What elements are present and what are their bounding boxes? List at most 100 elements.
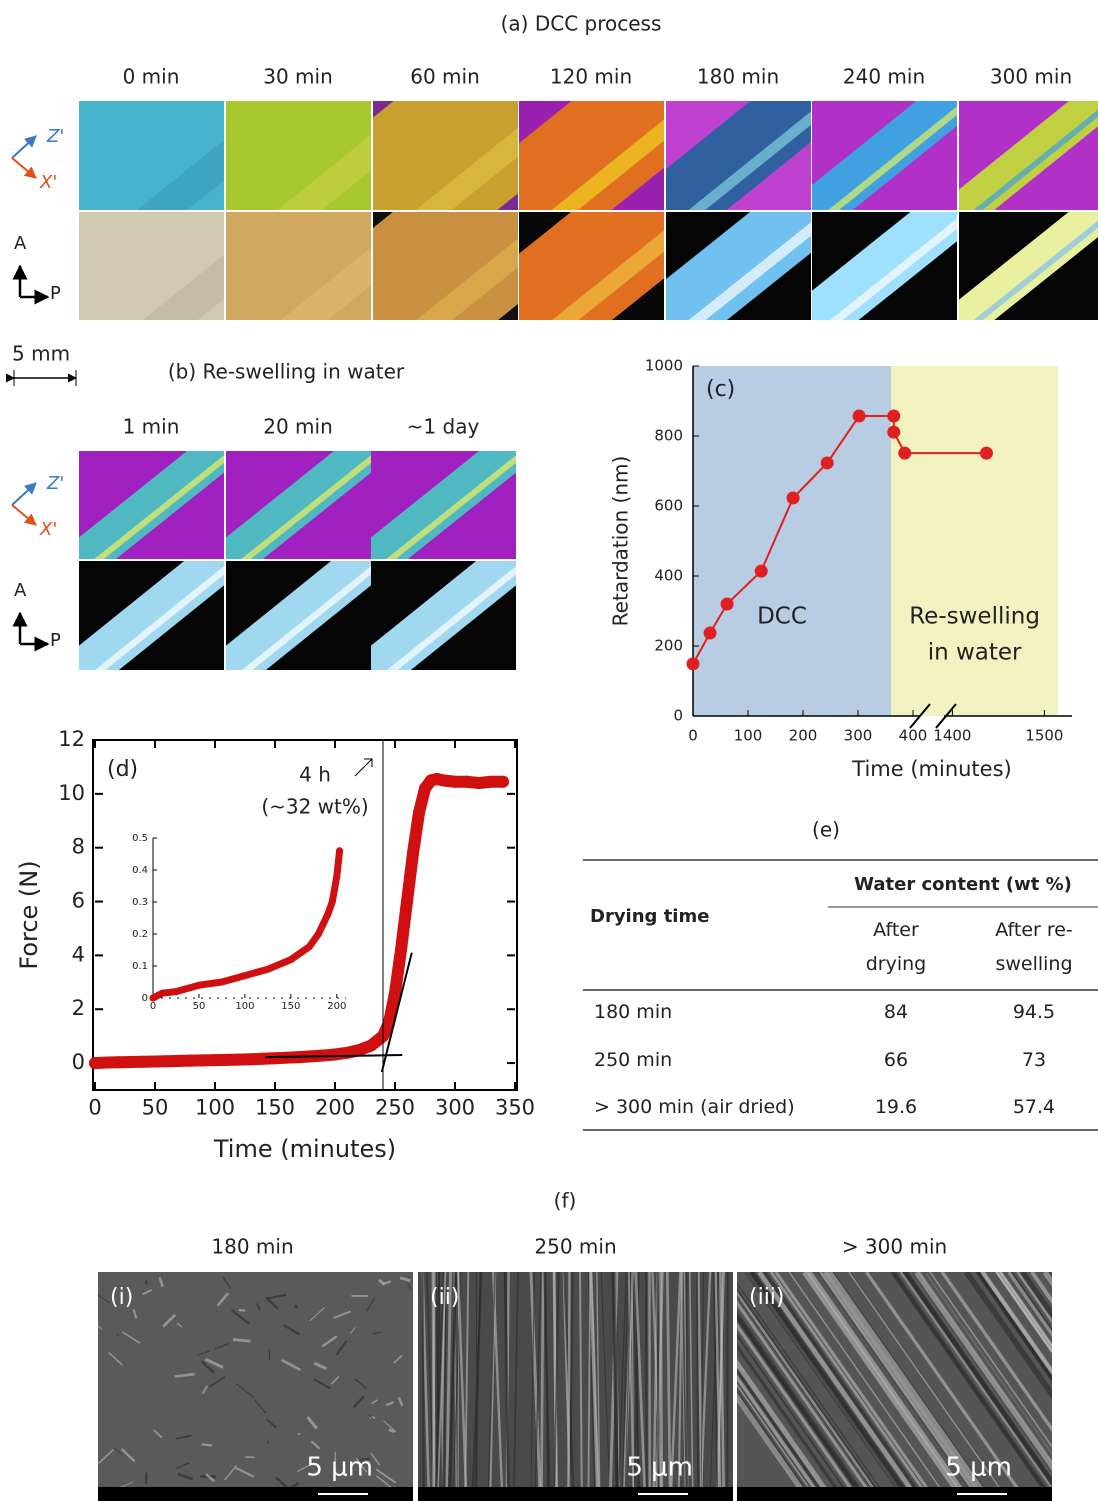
sem-texture [158, 1276, 164, 1288]
sem-texture [222, 1276, 232, 1290]
micrograph-band [226, 101, 371, 210]
sem-texture [397, 1396, 404, 1407]
table-cell: > 300 min (air dried) [594, 1096, 795, 1118]
point [149, 994, 157, 1002]
point [195, 981, 203, 989]
sem-texture [385, 1401, 394, 1407]
sem-texture [435, 1272, 441, 1501]
sem-texture [914, 1272, 1052, 1471]
sem-texture [162, 1313, 177, 1328]
table-cell: 19.6 [874, 1096, 918, 1118]
sem-texture [266, 1418, 277, 1429]
sem-texture [176, 1434, 192, 1440]
time-label: 60 min [410, 65, 480, 89]
table-cell-box: > 300 min (air dried) [594, 1096, 795, 1118]
point [720, 597, 734, 611]
point [820, 456, 834, 470]
sem-texture [823, 1272, 988, 1501]
axis-label: P [50, 283, 61, 304]
sem-texture [651, 1272, 663, 1501]
sem-texture [487, 1272, 496, 1501]
sem-texture [335, 1340, 348, 1356]
micrograph-band [551, 119, 664, 210]
sem-texture [176, 1322, 183, 1328]
sem-texture [737, 1392, 812, 1501]
sem-texture [1074, 1272, 1098, 1501]
region [891, 366, 1059, 716]
sem-texture [749, 1272, 914, 1501]
y-tick-label: 400 [654, 567, 683, 585]
sem-texture [382, 1280, 392, 1286]
table-cell: 57.4 [1012, 1096, 1056, 1118]
sem-texture [108, 1351, 123, 1366]
sem-texture [177, 1472, 194, 1481]
micrograph-band [666, 212, 811, 320]
y-tick-label: 800 [654, 427, 683, 445]
sem-texture [321, 1335, 338, 1348]
table-cell-box: After drying [866, 919, 927, 975]
sem-texture [98, 1324, 102, 1330]
sem-texture [358, 1457, 371, 1462]
panel-title: (b) Re-swelling in water [168, 360, 405, 384]
micrograph [79, 101, 224, 210]
x-tick-label: 0 [88, 1096, 101, 1120]
table-cell-box: 19.6 [874, 1096, 918, 1118]
micrograph-band [241, 566, 371, 670]
sem-texture [719, 1272, 726, 1501]
micrograph-band [79, 561, 224, 670]
point [413, 806, 425, 819]
micrograph [79, 212, 224, 320]
sem-texture [371, 1399, 378, 1405]
sem-texture [700, 1272, 705, 1501]
micrograph-band [688, 111, 811, 210]
sem-texture [769, 1272, 933, 1501]
sem-texture [744, 1272, 908, 1501]
micrograph-band [519, 212, 664, 320]
tangent [265, 1054, 403, 1059]
table-cell-box: After re-swelling [995, 919, 1073, 975]
x-tick-label: 100 [734, 727, 763, 745]
micrograph-band [79, 101, 224, 210]
sem-texture [634, 1272, 647, 1501]
y-tick-label: 2 [72, 996, 85, 1020]
sem-image [98, 1272, 413, 1501]
micrograph [519, 101, 664, 210]
x-tick-label: 350 [495, 1096, 535, 1120]
micrograph-band [226, 212, 371, 320]
sem-texture [1016, 1272, 1052, 1324]
y-tick-label: 8 [72, 835, 85, 859]
sem-texture [383, 1420, 397, 1433]
sem-texture [436, 1272, 447, 1501]
table-cell-box: 73 [1022, 1049, 1046, 1071]
micrograph [226, 101, 371, 210]
sem-texture [802, 1272, 967, 1501]
axis-label: Z' [46, 473, 64, 494]
sem-texture [596, 1272, 601, 1501]
y-axis-title: Retardation (nm) [609, 456, 633, 627]
point [328, 898, 336, 906]
table-cell-box: 57.4 [1012, 1096, 1056, 1118]
x-tick-label: 0 [150, 1001, 156, 1012]
time-label: 0 min [123, 65, 180, 89]
annotation-arrow [354, 758, 373, 777]
sem-texture [578, 1272, 583, 1501]
time-label: ~1 day [407, 415, 480, 439]
y-tick-label: 0.2 [132, 929, 148, 940]
sem-texture [1066, 1272, 1098, 1501]
panel-title: (f) [554, 1189, 577, 1213]
micrograph [371, 451, 516, 559]
sem-texture [904, 1272, 1052, 1485]
sem-texture [980, 1272, 1052, 1375]
point [245, 1053, 257, 1066]
micrograph-band [416, 238, 518, 320]
sem-texture [656, 1272, 660, 1501]
x-tick-label: 400 [899, 727, 928, 745]
sem-texture [144, 1280, 148, 1285]
image-scale: 5 μm [945, 1453, 1012, 1483]
sem-texture [197, 1350, 210, 1356]
y-tick-label: 0 [142, 993, 148, 1004]
sem-texture [699, 1272, 712, 1501]
x-tick-label: 100 [235, 1001, 254, 1012]
sem-texture [267, 1293, 287, 1300]
point [209, 1054, 221, 1067]
